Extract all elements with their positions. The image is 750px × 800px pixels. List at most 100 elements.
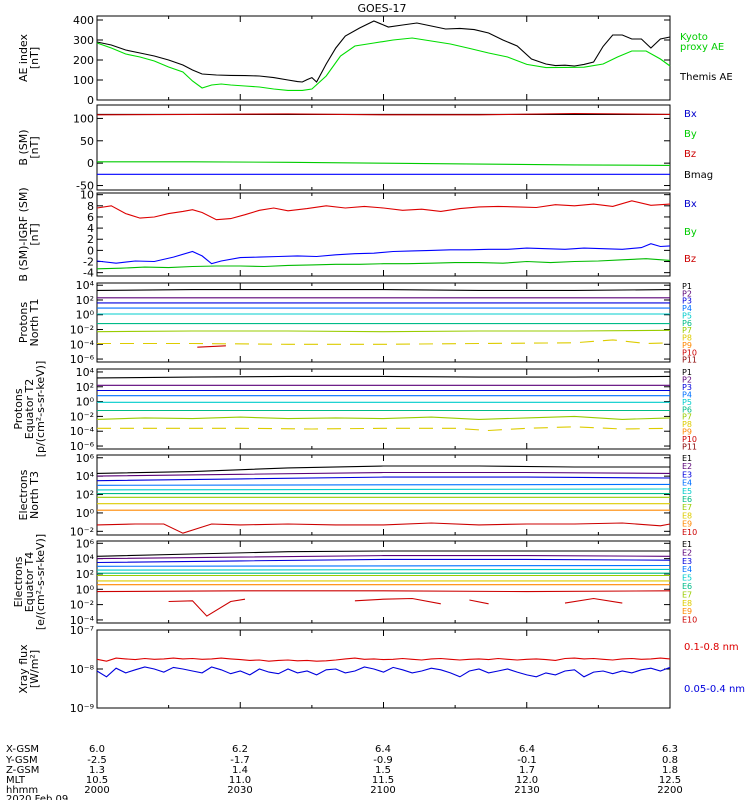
series-e10-segment-1 — [168, 598, 246, 617]
y-tick-label: 10⁴ — [76, 366, 95, 379]
footer-row-label: Z-GSM — [6, 765, 39, 776]
series-bx — [96, 243, 671, 265]
footer-value: 6.3 — [662, 744, 678, 755]
series-p1 — [96, 375, 671, 379]
legend-entry: Bmag — [684, 170, 713, 181]
legend-entry: P5 — [682, 398, 692, 407]
legend-entry: Themis AE — [679, 72, 733, 83]
y-tick-label: 10² — [76, 294, 94, 307]
legend-entry: P10 — [682, 348, 697, 357]
y-axis-label: B (SM) — [17, 129, 30, 165]
y-axis-label: [p/(cm²-s-sr-keV)] — [34, 361, 47, 458]
series-p8 — [97, 339, 671, 345]
series-kyoto-proxy-ae — [96, 37, 671, 91]
series-e1 — [96, 550, 670, 557]
y-axis-label: [e/(cm²-s-sr-keV)] — [34, 534, 47, 630]
y-axis-label: [nT] — [28, 47, 41, 69]
y-axis-label: North T3 — [28, 471, 41, 519]
footer-value: 2100 — [370, 785, 395, 796]
y-axis-label: B (SM)-IGRF (SM) — [17, 187, 30, 281]
legend-entry: E3 — [682, 557, 692, 566]
series-by — [97, 161, 671, 166]
footer-value: -0.9 — [373, 755, 393, 766]
series-p8 — [97, 426, 671, 432]
legend-entry: Bx — [684, 109, 697, 120]
series-p7 — [96, 415, 671, 420]
plot-frame — [96, 282, 671, 363]
footer-value: 2000 — [84, 785, 109, 796]
legend-entry: P6 — [682, 405, 692, 414]
y-tick-label: 10⁻⁴ — [70, 614, 95, 627]
y-tick-label: -4 — [83, 267, 94, 280]
series-e10 — [96, 590, 671, 593]
series-e2 — [96, 555, 671, 560]
footer-value: 6.4 — [519, 744, 535, 755]
series-e3 — [96, 558, 671, 564]
legend-entry: P8 — [682, 334, 692, 343]
y-axis-label: Equator T2 — [23, 379, 36, 439]
legend-entry: E6 — [682, 495, 692, 504]
legend-entry: E5 — [682, 574, 692, 583]
legend-entry: Bx — [684, 199, 697, 210]
legend-entry: P2 — [682, 375, 692, 384]
footer-value: 6.4 — [375, 744, 391, 755]
series-p1 — [96, 289, 671, 291]
panel-b: -50 0 50 100 B (SM)[nT] Bx By Bz Bmag — [17, 104, 713, 193]
series-e4 — [96, 564, 671, 567]
y-tick-label: 10⁻⁶ — [70, 440, 95, 453]
legend-entry: E8 — [682, 599, 692, 608]
series-e10 — [96, 522, 671, 534]
y-tick-label: 10⁻⁴ — [70, 338, 95, 351]
series-e10-segment-2 — [354, 597, 441, 605]
legend-entry: E10 — [682, 528, 697, 537]
legend-entry: P9 — [682, 341, 692, 350]
footer-row-label: Y-GSM — [5, 755, 38, 766]
y-tick-label: 4 — [87, 222, 94, 235]
legend-entry: P6 — [682, 319, 692, 328]
legend-entry: P4 — [682, 390, 692, 399]
footer-value: 10.5 — [86, 775, 108, 786]
footer-row-label: 2020 Feb 09 — [6, 794, 68, 800]
y-tick-label: 50 — [80, 135, 94, 148]
plot-frame — [96, 15, 671, 101]
series-bz — [96, 112, 671, 116]
y-axis-label: Electrons — [12, 556, 25, 607]
footer-value: 6.0 — [89, 744, 105, 755]
y-axis-label: North T1 — [28, 299, 41, 347]
y-axis-label: [nT] — [28, 136, 41, 158]
footer-row-label: hhmm — [6, 785, 38, 796]
series-e10-segment-4 — [564, 597, 623, 604]
legend-entry: 0.1-0.8 nm — [684, 642, 739, 653]
footer-value: 2030 — [227, 785, 252, 796]
footer-value: -1.7 — [230, 755, 250, 766]
y-tick-label: 10⁻² — [70, 599, 94, 612]
y-tick-label: 10 — [80, 189, 94, 202]
y-tick-label: 10⁻⁷ — [70, 624, 94, 637]
y-tick-label: 10⁻⁸ — [70, 663, 95, 676]
legend-entry: P5 — [682, 311, 692, 320]
legend-entry: P1 — [682, 282, 692, 291]
y-tick-label: 10⁻² — [70, 324, 94, 337]
legend-entry: P11 — [682, 356, 697, 365]
legend-entry: By — [684, 227, 697, 238]
legend-entry: P7 — [682, 413, 692, 422]
series-0-1-0-8-nm — [96, 657, 671, 662]
legend-entry: E5 — [682, 487, 692, 496]
y-tick-label: 0 — [87, 244, 94, 257]
series-bz — [96, 200, 671, 221]
legend-entry: E1 — [682, 454, 692, 463]
y-tick-label: -2 — [83, 256, 94, 269]
y-axis-label: Protons — [12, 388, 25, 429]
legend-entry: P4 — [682, 304, 692, 313]
footer-row-label: X-GSM — [6, 744, 39, 755]
legend-entry: proxy AE — [680, 42, 724, 53]
footer-value: 1.3 — [89, 765, 105, 776]
footer-value: 1.7 — [519, 765, 535, 776]
y-tick-label: 10² — [76, 381, 94, 394]
y-tick-label: 10⁻⁹ — [70, 702, 94, 715]
y-axis-label: Protons — [17, 302, 30, 343]
y-tick-label: 10⁻⁶ — [70, 353, 95, 366]
